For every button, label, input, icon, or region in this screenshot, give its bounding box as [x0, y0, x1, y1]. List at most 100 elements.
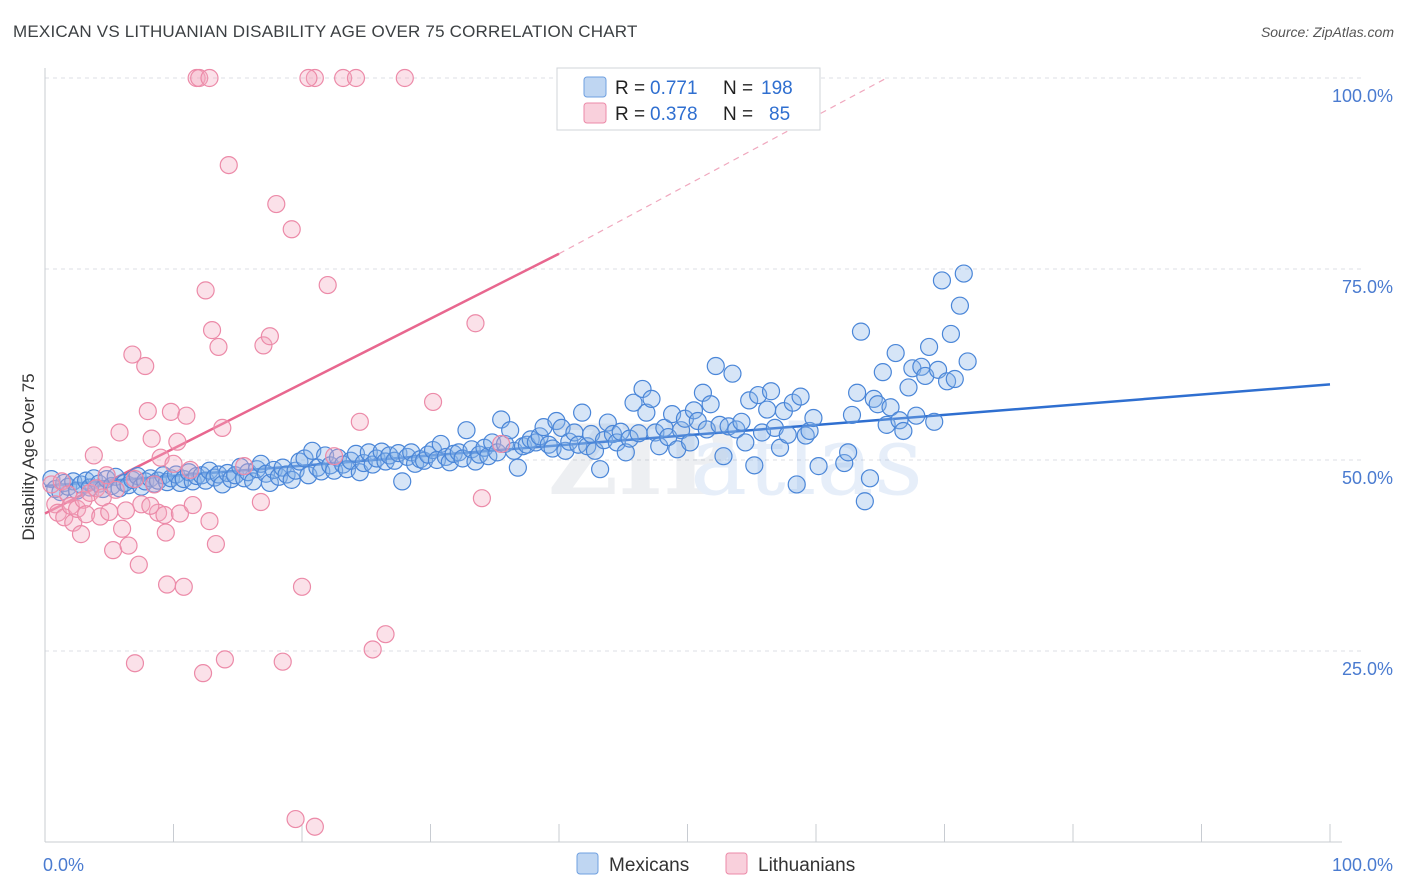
mexicans-point [881, 398, 900, 417]
mexicans-point [573, 403, 592, 422]
legend-swatch-lithuanians [583, 102, 607, 124]
lithuanians-point [136, 356, 155, 376]
y-tick-label-1: 50.0% [1342, 468, 1393, 488]
lithuanians-point [168, 432, 187, 451]
mexicans-point [932, 271, 952, 290]
lithuanians-point [219, 155, 238, 175]
mexicans-point [886, 343, 905, 363]
lithuanians-point [251, 492, 270, 512]
mexicans-point [842, 405, 862, 425]
lithuanians-point [141, 496, 160, 515]
lithuanians-point [286, 809, 305, 829]
mexicans-point [860, 469, 880, 488]
legend-r-label-lithuanians: R = [615, 104, 645, 125]
lithuanians-point [87, 479, 106, 498]
mexicans-point [761, 382, 781, 401]
lithuanians-point [213, 418, 232, 438]
bottom-legend-swatch-mexicans [576, 852, 599, 875]
lithuanians-point [346, 68, 366, 88]
lithuanians-point [193, 664, 213, 683]
lithuanians-point [305, 817, 324, 836]
lithuanians-point [129, 555, 148, 574]
mexicans-point [925, 412, 944, 431]
lithuanians-point [492, 434, 511, 454]
lithuanians-trend-extension [558, 77, 887, 255]
mexicans-point [701, 395, 720, 414]
tick-labels: 25.0% 50.0% 75.0% 100.0% 0.0% 100.0% [43, 86, 1393, 875]
mexicans-point [508, 458, 527, 477]
lithuanians-point [138, 402, 157, 421]
lithuanians-point [202, 321, 222, 340]
mexicans-point [277, 465, 296, 484]
correlation-legend: R = 0.771 N = 198 R = 0.378 N = 85 [556, 67, 821, 131]
mexicans-point [389, 444, 408, 463]
lithuanians-point [157, 575, 177, 594]
legend-r-value-lithuanians: 0.378 [650, 104, 698, 125]
lithuanians-point [183, 495, 202, 515]
mexicans-point [873, 363, 892, 382]
mexicans-point [848, 383, 867, 402]
legend-n-label-lithuanians: N = [723, 104, 753, 125]
lithuanians-point [235, 457, 254, 476]
watermark-zip: ZIP [548, 404, 735, 517]
lithuanians-point [155, 505, 174, 525]
x-tick-label-0: 0.0% [43, 855, 84, 875]
lithuanians-point [350, 412, 369, 431]
lithuanians-point [42, 475, 61, 494]
lithuanians-point [132, 495, 151, 514]
lithuanians-point [200, 512, 219, 531]
lithuanians-point [318, 275, 337, 295]
mexicans-point [714, 447, 733, 466]
mexicans-point [723, 364, 742, 383]
series-legend: Mexicans Lithuanians [576, 852, 855, 876]
y-tick-label-0: 25.0% [1342, 659, 1393, 679]
legend-n-value-mexicans: 198 [761, 78, 793, 99]
y-axis-title: Disability Age Over 75 [19, 373, 38, 540]
lithuanians-point [145, 475, 164, 494]
mexicans-point [941, 324, 961, 344]
mexicans-point [629, 424, 648, 443]
mexicans-point [633, 379, 652, 399]
lithuanians-point [123, 345, 142, 364]
lithuanians-point [125, 470, 145, 489]
bottom-legend-label-mexicans: Mexicans [609, 855, 689, 876]
lithuanians-point [190, 68, 209, 88]
mexicans-point [282, 470, 301, 489]
mexicans-point [569, 435, 588, 454]
lithuanians-point [91, 507, 110, 526]
mexicans-point [950, 296, 970, 315]
chart-title: MEXICAN VS LITHUANIAN DISABILITY AGE OVE… [13, 22, 638, 41]
lithuanians-point [170, 504, 190, 523]
lithuanians-point [104, 541, 123, 560]
mexicans-point [758, 400, 777, 419]
series-lithuanians [42, 68, 588, 836]
mexicans-point [591, 460, 610, 479]
lithuanians-point [299, 68, 318, 88]
mexicans-point [787, 475, 806, 494]
mexicans-point [804, 408, 823, 428]
lithuanians-point [68, 499, 87, 518]
lithuanians-point [254, 336, 273, 355]
y-tick-label-3: 100.0% [1332, 86, 1393, 106]
mexicans-point [706, 356, 725, 376]
lithuanians-point [363, 640, 382, 659]
lithuanians-point [334, 68, 353, 88]
lithuanians-point [273, 652, 292, 671]
mexicans-point [624, 393, 643, 412]
mexicans-point [732, 412, 751, 431]
legend-n-label-mexicans: N = [723, 78, 753, 99]
mexicans-point [295, 449, 314, 468]
lithuanians-point [325, 447, 344, 466]
series-mexicans [42, 264, 977, 511]
mexicans-point [684, 401, 704, 420]
mexicans-point [899, 378, 918, 397]
mexicans-point [791, 387, 810, 406]
mexicans-point [290, 452, 309, 471]
legend-swatch-mexicans [583, 76, 607, 98]
lithuanians-point [55, 508, 74, 527]
lithuanians-point [164, 454, 183, 473]
lithuanians-point [206, 534, 226, 554]
source-label: Source: ZipAtlas.com [1260, 24, 1394, 40]
mexicans-point [778, 425, 797, 444]
mexicans-point [736, 433, 755, 452]
